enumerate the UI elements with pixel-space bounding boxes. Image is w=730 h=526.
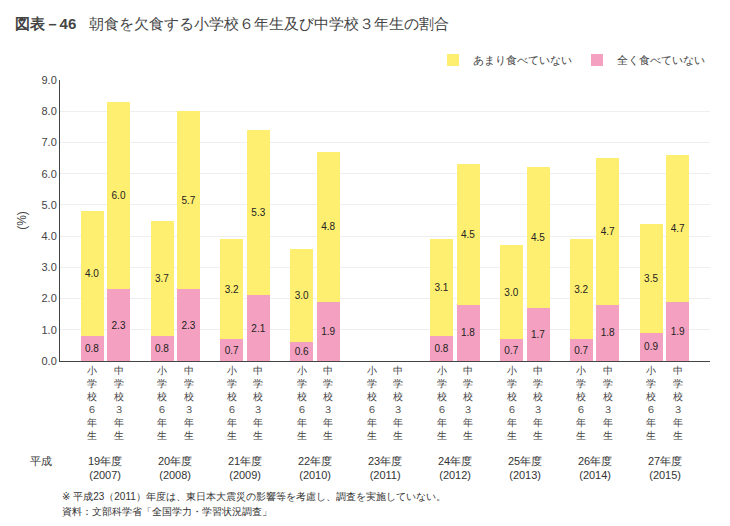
svg-text:小学校６年生: 小学校６年生 bbox=[296, 365, 307, 441]
svg-text:9.0: 9.0 bbox=[42, 74, 57, 86]
svg-text:※ 平成23（2011）年度は、東日本大震災の影響等を考慮し: ※ 平成23（2011）年度は、東日本大震災の影響等を考慮し、調査を実施していな… bbox=[62, 491, 446, 502]
svg-text:中学校３年生: 中学校３年生 bbox=[602, 365, 613, 441]
svg-text:22年度(2010): 22年度(2010) bbox=[298, 455, 332, 481]
svg-text:8.0: 8.0 bbox=[42, 105, 57, 117]
svg-text:4.7: 4.7 bbox=[671, 223, 685, 234]
svg-text:4.0: 4.0 bbox=[42, 230, 57, 242]
svg-text:小学校６年生: 小学校６年生 bbox=[156, 365, 167, 441]
svg-text:3.7: 3.7 bbox=[155, 273, 169, 284]
svg-text:4.5: 4.5 bbox=[531, 232, 545, 243]
svg-text:平成: 平成 bbox=[30, 455, 52, 467]
svg-text:3.0: 3.0 bbox=[295, 290, 309, 301]
svg-text:20年度(2008): 20年度(2008) bbox=[158, 455, 192, 481]
svg-text:25年度(2013): 25年度(2013) bbox=[508, 455, 542, 481]
svg-text:小学校６年生: 小学校６年生 bbox=[436, 365, 447, 441]
svg-text:中学校３年生: 中学校３年生 bbox=[462, 365, 473, 441]
svg-text:0.8: 0.8 bbox=[155, 343, 169, 354]
svg-text:中学校３年生: 中学校３年生 bbox=[183, 365, 194, 441]
svg-text:資料：文部科学省「全国学力・学習状況調査」: 資料：文部科学省「全国学力・学習状況調査」 bbox=[62, 506, 272, 517]
svg-text:3.5: 3.5 bbox=[644, 273, 658, 284]
svg-text:小学校６年生: 小学校６年生 bbox=[226, 365, 237, 441]
svg-text:小学校６年生: 小学校６年生 bbox=[506, 365, 517, 441]
svg-text:3.2: 3.2 bbox=[574, 284, 588, 295]
svg-text:3.0: 3.0 bbox=[504, 287, 518, 298]
svg-text:7.0: 7.0 bbox=[42, 136, 57, 148]
svg-text:21年度(2009): 21年度(2009) bbox=[228, 455, 262, 481]
svg-text:27年度(2015): 27年度(2015) bbox=[648, 455, 682, 481]
svg-text:全く食べていない: 全く食べていない bbox=[617, 54, 705, 66]
svg-text:19年度(2007): 19年度(2007) bbox=[88, 455, 122, 481]
svg-text:2.3: 2.3 bbox=[181, 320, 195, 331]
svg-text:5.7: 5.7 bbox=[181, 195, 195, 206]
svg-text:2.1: 2.1 bbox=[251, 323, 265, 334]
svg-text:3.0: 3.0 bbox=[42, 261, 57, 273]
svg-text:1.8: 1.8 bbox=[601, 327, 615, 338]
svg-text:0.8: 0.8 bbox=[85, 343, 99, 354]
svg-text:1.7: 1.7 bbox=[531, 329, 545, 340]
svg-text:0.7: 0.7 bbox=[504, 345, 518, 356]
svg-text:中学校３年生: 中学校３年生 bbox=[392, 365, 403, 441]
svg-text:2.0: 2.0 bbox=[42, 292, 57, 304]
svg-text:0.7: 0.7 bbox=[574, 345, 588, 356]
svg-text:2.3: 2.3 bbox=[112, 320, 126, 331]
svg-text:小学校６年生: 小学校６年生 bbox=[575, 365, 586, 441]
svg-text:中学校３年生: 中学校３年生 bbox=[113, 365, 124, 441]
svg-text:5.3: 5.3 bbox=[251, 207, 265, 218]
svg-text:4.7: 4.7 bbox=[601, 226, 615, 237]
svg-text:1.9: 1.9 bbox=[671, 326, 685, 337]
svg-text:0.0: 0.0 bbox=[42, 355, 57, 367]
svg-text:0.7: 0.7 bbox=[225, 345, 239, 356]
svg-text:4.5: 4.5 bbox=[461, 229, 475, 240]
svg-text:小学校６年生: 小学校６年生 bbox=[86, 365, 97, 441]
svg-text:6.0: 6.0 bbox=[112, 190, 126, 201]
svg-text:中学校３年生: 中学校３年生 bbox=[322, 365, 333, 441]
svg-text:5.0: 5.0 bbox=[42, 199, 57, 211]
svg-text:図表－46 朝食を欠食する小学校６年生及び中学校３年生の: 図表－46 朝食を欠食する小学校６年生及び中学校３年生の割合 bbox=[15, 15, 449, 32]
svg-text:小学校６年生: 小学校６年生 bbox=[645, 365, 656, 441]
svg-text:0.6: 0.6 bbox=[295, 346, 309, 357]
svg-text:(%): (%) bbox=[15, 211, 29, 230]
svg-text:4.0: 4.0 bbox=[85, 268, 99, 279]
svg-text:4.8: 4.8 bbox=[321, 221, 335, 232]
svg-text:中学校３年生: 中学校３年生 bbox=[672, 365, 683, 441]
svg-text:小学校６年生: 小学校６年生 bbox=[366, 365, 377, 441]
svg-text:中学校３年生: 中学校３年生 bbox=[532, 365, 543, 441]
svg-text:6.0: 6.0 bbox=[42, 168, 57, 180]
svg-text:あまり食べていない: あまり食べていない bbox=[473, 54, 572, 66]
svg-text:0.9: 0.9 bbox=[644, 341, 658, 352]
svg-text:1.0: 1.0 bbox=[42, 324, 57, 336]
svg-text:23年度(2011): 23年度(2011) bbox=[368, 455, 402, 481]
svg-text:26年度(2014): 26年度(2014) bbox=[578, 455, 612, 481]
svg-text:24年度(2012): 24年度(2012) bbox=[438, 455, 472, 481]
svg-text:3.1: 3.1 bbox=[434, 282, 448, 293]
svg-text:3.2: 3.2 bbox=[225, 284, 239, 295]
svg-text:1.8: 1.8 bbox=[461, 327, 475, 338]
svg-text:1.9: 1.9 bbox=[321, 326, 335, 337]
svg-text:0.8: 0.8 bbox=[434, 343, 448, 354]
svg-text:中学校３年生: 中学校３年生 bbox=[252, 365, 263, 441]
